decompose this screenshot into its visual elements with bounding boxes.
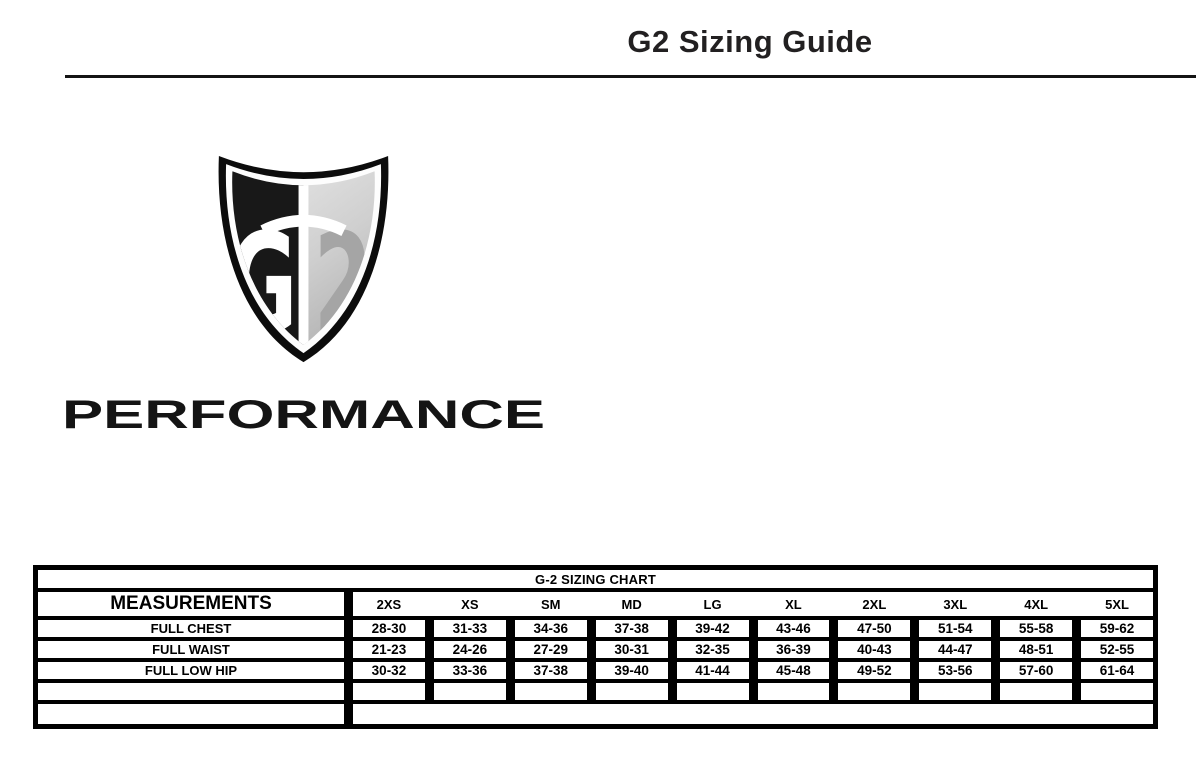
row-label-full-low-hip: FULL LOW HIP [38,662,344,679]
size-header-2xl: 2XL [862,596,887,612]
empty-cell [514,683,587,700]
full-chest-md: 37-38 [595,620,668,637]
full-chest-sm: 34-36 [514,620,587,637]
full-chest-lg: 39-42 [676,620,749,637]
full-chest-2xl: 47-50 [838,620,911,637]
size-header-5xl: 5XL [1105,596,1129,612]
title-divider-rule [65,75,1196,78]
measurements-header-cell: MEASUREMENTS [38,592,344,616]
wordmark-text: PERFORMANCE [62,395,545,435]
size-header-md: MD [621,596,642,612]
full-low-hip-2xl: 49-52 [838,662,911,679]
full-waist-xl: 36-39 [757,641,830,658]
full-waist-2xl: 40-43 [838,641,911,658]
full-chest-3xl: 51-54 [919,620,992,637]
full-chest-5xl: 59-62 [1081,620,1153,637]
full-waist-xs: 24-26 [433,641,506,658]
full-waist-md: 30-31 [595,641,668,658]
empty-row-label-cell [38,683,344,700]
empty-cell [433,683,506,700]
sizing-chart-table: G-2 SIZING CHART MEASUREMENTS 2XS XS SM … [33,565,1158,729]
full-waist-4xl: 48-51 [1000,641,1073,658]
empty-cell [1000,683,1073,700]
full-chest-xl: 43-46 [757,620,830,637]
empty-cell [1081,683,1153,700]
size-header-3xl: 3XL [943,596,968,612]
size-header-2xs: 2XS [376,596,402,612]
shield-center-stripe [298,171,309,345]
empty-footer-label-cell [38,704,344,724]
empty-cell [353,683,425,700]
performance-wordmark: PERFORMANCE [62,395,545,435]
full-low-hip-lg: 41-44 [676,662,749,679]
size-header-xl: XL [785,596,802,612]
shield-crossbar [260,214,347,237]
full-low-hip-xl: 45-48 [757,662,830,679]
g2-shield-logo-icon: G 2 [218,156,389,363]
empty-cell [676,683,749,700]
row-label-full-chest: FULL CHEST [38,620,344,637]
full-low-hip-4xl: 57-60 [1000,662,1073,679]
full-chest-xs: 31-33 [433,620,506,637]
full-waist-sm: 27-29 [514,641,587,658]
full-waist-3xl: 44-47 [919,641,992,658]
full-low-hip-md: 39-40 [595,662,668,679]
full-low-hip-3xl: 53-56 [919,662,992,679]
full-waist-5xl: 52-55 [1081,641,1153,658]
size-header-4xl: 4XL [1024,596,1049,612]
size-header-lg: LG [703,596,722,612]
size-header-xs: XS [461,596,479,612]
size-header-sm: SM [540,596,561,612]
full-chest-4xl: 55-58 [1000,620,1073,637]
empty-cell [838,683,911,700]
full-low-hip-5xl: 61-64 [1081,662,1153,679]
row-label-full-waist: FULL WAIST [38,641,344,658]
full-waist-2xs: 21-23 [353,641,425,658]
size-header-row: 2XS XS SM MD LG XL 2XL 3XL 4XL 5XL [353,592,1153,616]
empty-footer-span-cell [353,704,1153,724]
full-low-hip-2xs: 30-32 [353,662,425,679]
empty-cell [757,683,830,700]
full-low-hip-sm: 37-38 [514,662,587,679]
full-chest-2xs: 28-30 [353,620,425,637]
empty-cell [595,683,668,700]
table-title-cell: G-2 SIZING CHART [38,570,1153,588]
full-low-hip-xs: 33-36 [433,662,506,679]
full-waist-lg: 32-35 [676,641,749,658]
page-title: G2 Sizing Guide [627,24,873,59]
empty-cell [919,683,992,700]
